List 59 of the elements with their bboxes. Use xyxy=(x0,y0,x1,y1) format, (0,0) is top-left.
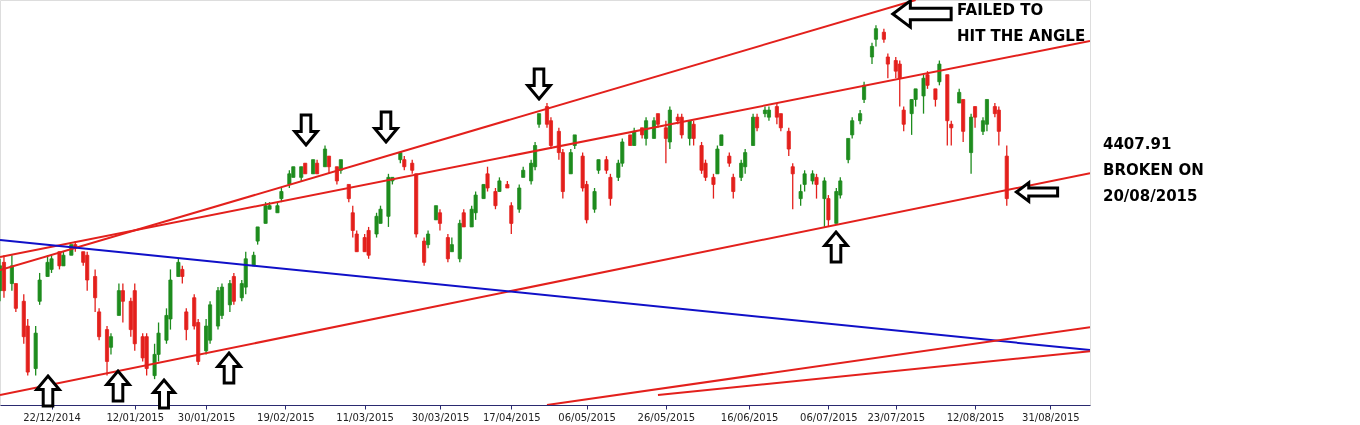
x-tick-label: 23/07/2015 xyxy=(867,411,926,423)
candlestick xyxy=(873,24,878,48)
candlestick xyxy=(790,162,795,210)
candlestick xyxy=(374,212,379,239)
x-tick-label: 31/08/2015 xyxy=(1022,411,1080,423)
candlestick xyxy=(509,201,514,235)
x-tick-label: 26/05/2015 xyxy=(637,411,696,423)
candlestick xyxy=(445,233,450,263)
candlestick xyxy=(850,116,855,140)
candlestick xyxy=(921,74,926,115)
x-tick-label: 06/07/2015 xyxy=(800,411,858,423)
x-tick-label: 19/02/2015 xyxy=(257,411,315,423)
candlestick xyxy=(608,173,613,207)
text: 4407.91 BROKEN ON 20/08/2015 xyxy=(1103,135,1204,205)
candlestick xyxy=(822,176,827,228)
candlestick xyxy=(263,201,268,225)
candlestick xyxy=(485,166,490,193)
candlestick xyxy=(691,120,696,147)
candlestick xyxy=(826,194,831,228)
x-tick-label: 11/03/2015 xyxy=(336,411,394,423)
x-tick-label: 22/12/2014 xyxy=(23,411,81,423)
candlestick xyxy=(323,144,328,168)
candlestick xyxy=(973,105,978,129)
annotation: FAILED TO HIT THE ANGLE xyxy=(957,1,1086,45)
candlestick xyxy=(786,127,791,157)
candlestick xyxy=(227,279,232,313)
candlestick xyxy=(846,137,851,164)
candlestick xyxy=(45,254,50,278)
candlestick xyxy=(644,116,649,147)
candlestick xyxy=(37,272,42,306)
candlestick xyxy=(996,105,1001,147)
x-tick-label: 16/06/2015 xyxy=(720,411,779,423)
candlestick xyxy=(517,183,522,214)
x-tick-label: 30/03/2015 xyxy=(411,411,470,423)
x-tick-label: 17/04/2015 xyxy=(482,411,541,423)
candlestick xyxy=(437,208,442,232)
candlestick xyxy=(687,120,692,147)
candlestick xyxy=(493,187,498,210)
candlestick xyxy=(937,59,942,86)
candlestick xyxy=(731,173,736,200)
candlestick xyxy=(814,173,819,200)
candlestick xyxy=(663,120,668,164)
x-tick-label: 12/01/2015 xyxy=(106,411,165,423)
candlestick xyxy=(9,254,14,292)
candlestick xyxy=(870,42,874,65)
candlestick xyxy=(949,120,954,147)
candlestick xyxy=(885,52,890,79)
x-tick-label: 30/01/2015 xyxy=(177,411,236,423)
candlestick xyxy=(568,148,573,175)
candlestick xyxy=(184,307,189,341)
candlestick xyxy=(108,332,113,356)
candlestick xyxy=(897,59,902,108)
x-tick-label: 12/08/2015 xyxy=(946,411,1005,423)
candlestick xyxy=(774,102,779,125)
x-tick-label: 06/05/2015 xyxy=(558,411,616,423)
candlestick xyxy=(592,187,597,214)
candlestick xyxy=(901,105,906,132)
candlestick xyxy=(711,173,716,200)
candlestick xyxy=(422,236,427,267)
